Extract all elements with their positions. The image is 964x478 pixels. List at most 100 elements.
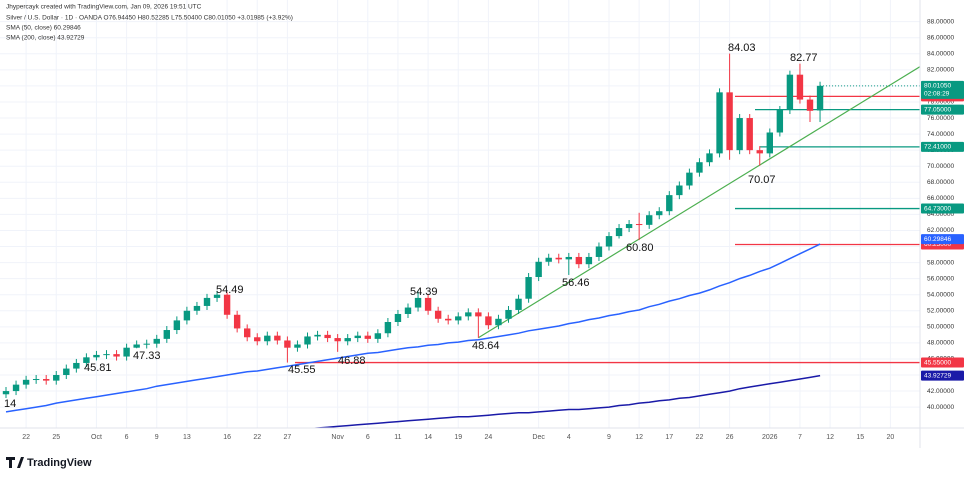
- candle-body: [635, 224, 643, 226]
- annotation: 84.03: [728, 42, 756, 54]
- annotation: 45.55: [288, 364, 316, 376]
- last-price-box: [921, 80, 964, 99]
- candle-body: [344, 338, 351, 342]
- candle-body: [2, 391, 10, 395]
- indicator-label: SMA (200, close) 43.92729: [6, 35, 85, 42]
- candle-body: [113, 354, 120, 357]
- annotation: 54.49: [216, 284, 244, 296]
- x-tick-label: 6: [125, 434, 129, 441]
- candle-body: [455, 316, 462, 321]
- candle-body: [223, 294, 231, 315]
- candle-body: [12, 384, 20, 392]
- candle-body: [625, 224, 633, 229]
- x-tick-label: 13: [183, 434, 191, 441]
- level-label: 60.25000: [924, 241, 951, 248]
- candle-body: [404, 307, 412, 314]
- y-tick-label: 78.00000: [927, 99, 954, 106]
- y-tick-label: 64.00000: [927, 211, 954, 218]
- candle-body: [233, 314, 241, 329]
- x-tick-label: Dec: [532, 434, 545, 441]
- level-label: 45.55000: [924, 359, 951, 366]
- candle-body: [485, 316, 492, 326]
- candle-body: [354, 335, 361, 339]
- candle-body: [324, 334, 331, 339]
- candle-body: [465, 312, 472, 317]
- candle-body: [545, 257, 552, 262]
- candle-body: [284, 340, 291, 348]
- candle-body: [676, 185, 683, 196]
- x-tick-label: 20: [887, 434, 895, 441]
- candle-body: [414, 297, 422, 308]
- indicator-label: SMA (50, close) 60.29846: [6, 25, 81, 32]
- brand: TradingView: [27, 457, 92, 469]
- y-tick-label: 82.00000: [927, 67, 954, 74]
- candle-body: [213, 294, 221, 298]
- candle-body: [585, 256, 593, 265]
- annotation: 45.81: [84, 362, 112, 374]
- candle-body: [535, 261, 542, 278]
- x-tick-label: 27: [284, 434, 292, 441]
- undefined-box: [921, 370, 964, 381]
- x-tick-label: 12: [635, 434, 643, 441]
- undefined-box: [921, 234, 964, 245]
- candle-body: [756, 150, 763, 154]
- candle-body: [686, 172, 693, 186]
- candle-body: [203, 297, 211, 306]
- level-label: 77.05000: [924, 106, 951, 113]
- y-tick-label: 48.00000: [927, 340, 954, 347]
- candle-body: [133, 344, 140, 348]
- y-tick-label: 42.00000: [927, 388, 954, 395]
- candle-body: [73, 362, 80, 369]
- axes: 88.0000086.0000084.0000082.0000080.00000…: [22, 18, 964, 441]
- candle-body: [93, 354, 100, 358]
- candle-body: [746, 118, 753, 151]
- candle-body: [394, 313, 402, 323]
- x-tick-label: 11: [394, 434, 401, 441]
- candle-body: [294, 344, 301, 348]
- candle-body: [424, 297, 432, 311]
- last-price-label: 80.01050: [924, 83, 951, 90]
- candle-body: [656, 211, 663, 216]
- grid: [0, 0, 920, 428]
- candle-body: [364, 335, 371, 339]
- candle-body: [83, 357, 90, 363]
- candle-body: [646, 215, 653, 225]
- candle-body: [706, 153, 713, 163]
- candle-body: [434, 310, 442, 319]
- y-tick-label: 84.00000: [927, 51, 954, 58]
- candle-body: [505, 309, 512, 319]
- sma-line: [308, 374, 821, 428]
- candle-body: [716, 92, 723, 154]
- sma-value-label: 60.29846: [924, 236, 951, 243]
- candle-body: [53, 375, 60, 381]
- y-tick-label: 52.00000: [927, 307, 954, 314]
- candle-body: [193, 305, 201, 311]
- candle-body: [32, 379, 40, 381]
- candle-body: [445, 318, 452, 321]
- y-tick-label: 56.00000: [927, 275, 954, 282]
- candle-body: [786, 74, 794, 111]
- candle-body: [244, 328, 251, 338]
- logo[interactable]: TradingView: [6, 457, 92, 469]
- y-tick-label: 62.00000: [927, 227, 954, 234]
- candle-body: [384, 322, 392, 334]
- candle-body: [264, 335, 271, 342]
- annotation: 14: [4, 398, 16, 410]
- x-tick-label: 4: [567, 434, 571, 441]
- annotation: 56.46: [562, 277, 590, 289]
- x-tick-label: 25: [52, 434, 60, 441]
- x-tick-label: 6: [366, 434, 370, 441]
- candle-body: [143, 343, 150, 345]
- trendline: [478, 66, 920, 339]
- x-tick-label: 9: [155, 434, 159, 441]
- candle-body: [766, 132, 773, 154]
- y-tick-label: 66.00000: [927, 195, 954, 202]
- candle-body: [666, 195, 673, 212]
- candle-body: [183, 310, 191, 321]
- level-label: 64.73000: [924, 205, 951, 212]
- candle-body: [173, 320, 181, 331]
- candle-body: [595, 246, 603, 257]
- y-tick-label: 86.00000: [927, 34, 954, 41]
- y-tick-label: 54.00000: [927, 291, 954, 298]
